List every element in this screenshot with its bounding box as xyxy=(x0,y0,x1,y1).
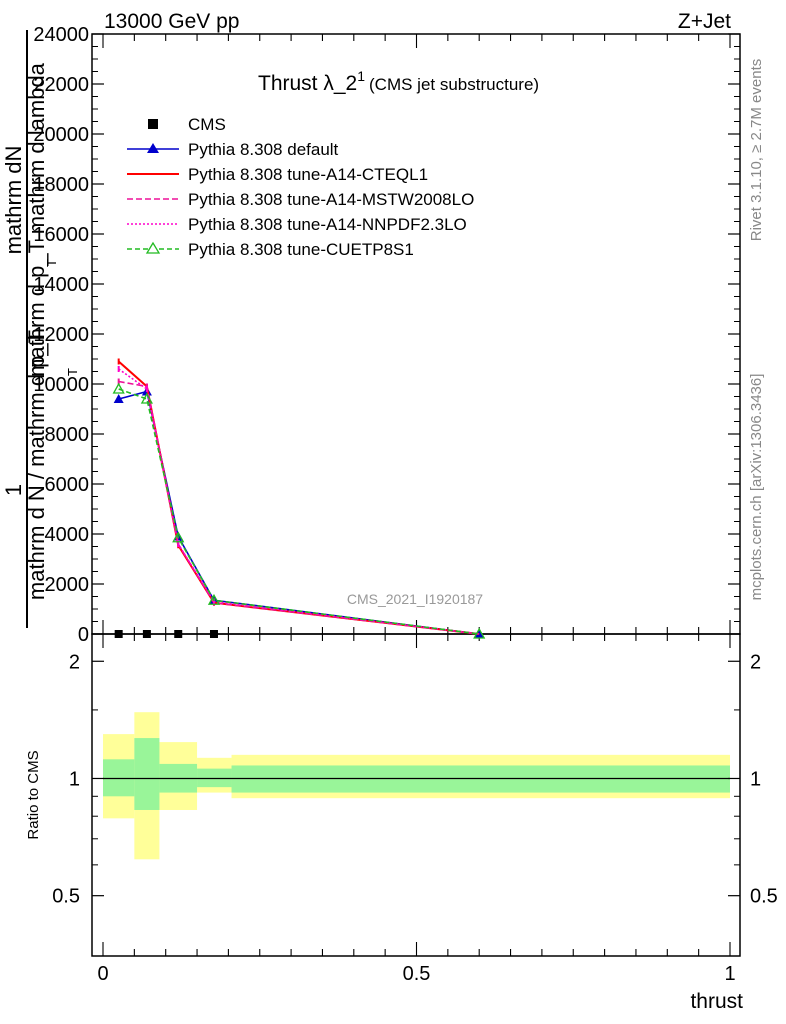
ratio-y-tick-label: 2 xyxy=(69,651,80,673)
y-tick-label: 4000 xyxy=(45,524,90,546)
x-tick-label: 0 xyxy=(97,963,108,985)
series-line-5 xyxy=(118,388,480,635)
legend-marker-1 xyxy=(147,143,159,153)
x-tick-label: 0.5 xyxy=(403,963,431,985)
ratio-y-tick-label-right: 0.5 xyxy=(750,886,778,908)
rivet-label: Rivet 3.1.10, ≥ 2.7M events xyxy=(748,59,765,242)
cms-point xyxy=(209,630,218,638)
legend-label-2: Pythia 8.308 tune-A14-CTEQL1 xyxy=(188,165,428,184)
series-marker-5 xyxy=(112,382,125,394)
ratio-y-tick-label-right: 1 xyxy=(750,768,761,790)
plot-title-main: Thrust λ_2 xyxy=(258,72,357,95)
ylabel-denominator: mathrm d N / mathrm d p_T xyxy=(24,330,49,600)
y-tick-label: 24000 xyxy=(33,24,89,46)
header-left: 13000 GeV pp xyxy=(104,10,239,33)
legend-marker-5 xyxy=(145,241,161,254)
legend-marker-cms xyxy=(148,119,158,129)
x-tick-label: 1 xyxy=(724,963,735,985)
ratio-bands xyxy=(103,712,730,860)
series-marker-5 xyxy=(473,627,486,639)
y-tick-label: 6000 xyxy=(45,474,90,496)
legend-label-5: Pythia 8.308 tune-CUETP8S1 xyxy=(188,240,414,259)
y-tick-label: 22000 xyxy=(33,74,89,96)
ratio-y-tick-label: 1 xyxy=(69,768,80,790)
ylabel-line2-sub: T xyxy=(44,259,59,267)
ylabel-numerator: mathrm dN xyxy=(1,146,26,255)
legend-label-3: Pythia 8.308 tune-A14-MSTW2008LO xyxy=(188,190,474,209)
series-marker-1 xyxy=(113,394,124,403)
mcplots-label: mcplots.cern.ch [arXiv:1306.3436] xyxy=(748,374,765,601)
cms-point xyxy=(142,630,151,638)
y-tick-label: 8000 xyxy=(45,424,90,446)
ratio-y-axis: 0.5 0.5 1 1 2 2 xyxy=(52,651,778,907)
x-axis: 0 0.5 1 xyxy=(97,34,736,985)
cms-point xyxy=(174,630,183,638)
legend-label-0: CMS xyxy=(188,115,226,134)
ratio-y-tick-label: 0.5 xyxy=(52,886,80,908)
y-tick-label: 14000 xyxy=(33,274,89,296)
series-group xyxy=(112,358,486,639)
band-inner-0 xyxy=(103,759,135,797)
ylabel-one: 1 xyxy=(1,484,26,496)
series-marker-5 xyxy=(140,392,153,404)
y-tick-label: 12000 xyxy=(33,324,89,346)
series-marker-5 xyxy=(207,593,221,605)
legend-label-4: Pythia 8.308 tune-A14-NNPDF2.3LO xyxy=(188,215,467,234)
y-tick-label: 2000 xyxy=(45,574,90,596)
ylabel-sub-t: T xyxy=(65,368,80,376)
ratio-y-tick-label-right: 2 xyxy=(750,651,761,673)
header-right: Z+Jet xyxy=(678,10,731,33)
y-tick-label: 10000 xyxy=(33,374,89,396)
ylabel-line2: mathrm d p_T mathrm d lambda xyxy=(24,62,49,377)
y-tick-label: 0 xyxy=(78,624,89,646)
legend: CMS Pythia 8.308 default Pythia 8.308 tune… xyxy=(127,115,474,259)
band-inner-1 xyxy=(134,738,160,810)
y-tick-label: 18000 xyxy=(33,174,89,196)
plot-title: Thrust λ_21 (CMS jet substructure) xyxy=(258,68,539,95)
ratio-ylabel: Ratio to CMS xyxy=(25,750,42,839)
main-y-axis: 0 2000 4000 6000 8000 10000 12000 14000 16000 180… xyxy=(33,24,740,646)
series-marker-5 xyxy=(172,531,185,543)
ylabel-line2-text: mathrm d p_T mathrm d lambda xyxy=(24,62,49,377)
legend-label-1: Pythia 8.308 default xyxy=(188,140,339,159)
analysis-watermark: CMS_2021_I1920187 xyxy=(347,591,483,607)
plot-title-sub: (CMS jet substructure) xyxy=(369,75,539,94)
cms-point xyxy=(114,630,123,638)
plot-title-sup: 1 xyxy=(357,68,365,84)
xlabel: thrust xyxy=(690,990,743,1013)
y-tick-label: 20000 xyxy=(33,124,89,146)
y-tick-label: 16000 xyxy=(33,224,89,246)
